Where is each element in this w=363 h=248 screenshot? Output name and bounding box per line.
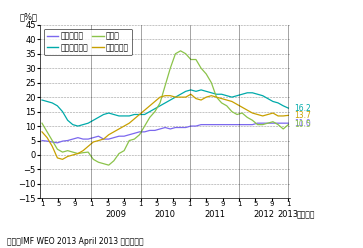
Text: 16.2: 16.2 xyxy=(294,104,311,113)
Text: 11.0: 11.0 xyxy=(294,119,311,128)
Text: 13.7: 13.7 xyxy=(294,111,311,120)
Text: 10.5: 10.5 xyxy=(294,120,311,129)
Text: 2012: 2012 xyxy=(253,210,274,219)
Text: 2011: 2011 xyxy=(204,210,225,219)
Text: 2013: 2013 xyxy=(278,210,299,219)
Text: （%）: （%） xyxy=(20,12,38,21)
Text: 資料：IMF WEO 2013 April 2013 から作成。: 資料：IMF WEO 2013 April 2013 から作成。 xyxy=(7,237,144,246)
Text: 2009: 2009 xyxy=(105,210,126,219)
Legend: マレーシア, インドネシア, トルコ, コロンビア: マレーシア, インドネシア, トルコ, コロンビア xyxy=(44,29,132,55)
Text: 2010: 2010 xyxy=(155,210,176,219)
Text: （年月）: （年月） xyxy=(297,210,315,219)
